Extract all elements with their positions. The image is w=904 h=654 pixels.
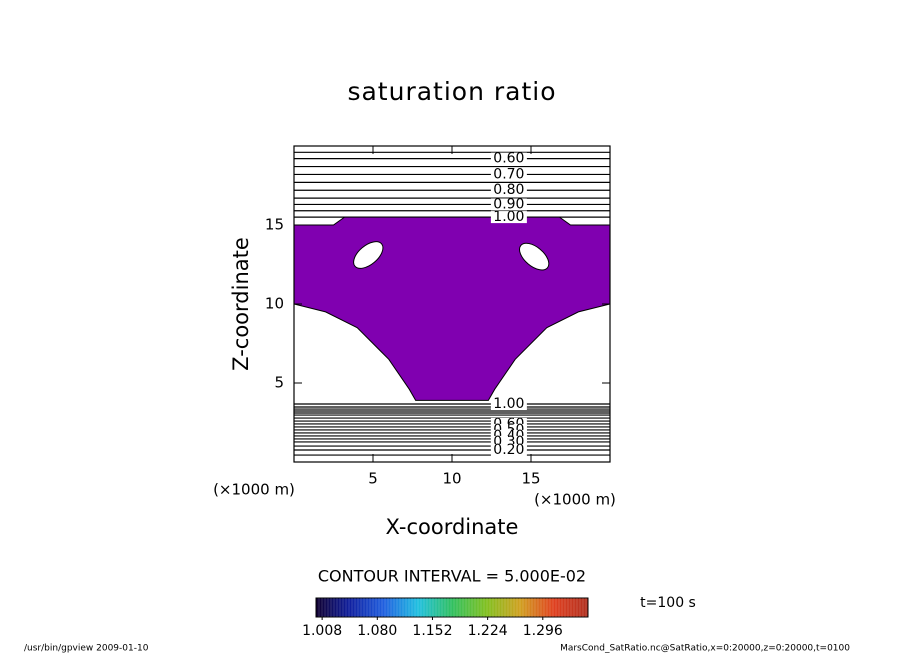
colorbar-tick-label: 1.152 bbox=[412, 623, 452, 639]
colorbar-tick-label: 1.224 bbox=[468, 623, 508, 639]
x-axis-unit: (×1000 m) bbox=[534, 491, 616, 509]
contour-label: 0.90 bbox=[493, 196, 524, 212]
contour-label-bg bbox=[490, 211, 527, 224]
footer-right: MarsCond_SatRatio.nc@SatRatio,x=0:20000,… bbox=[560, 644, 850, 654]
contour-interval: CONTOUR INTERVAL = 5.000E-02 bbox=[318, 567, 586, 586]
colorbar bbox=[315, 597, 589, 618]
colorbar-tick-label: 1.008 bbox=[302, 623, 342, 639]
contour-label-bg bbox=[490, 184, 527, 197]
contour-label: 0.20 bbox=[493, 442, 524, 458]
contour-label-bg bbox=[490, 398, 527, 411]
colorbar-tick-label: 1.080 bbox=[357, 623, 397, 639]
region-hole bbox=[353, 241, 384, 269]
contour-label-bg bbox=[490, 168, 527, 181]
colorbar-tick-label: 1.296 bbox=[523, 623, 563, 639]
y-tick-label: 5 bbox=[274, 374, 284, 392]
x-tick-label: 10 bbox=[442, 470, 461, 488]
time-label: t=100 s bbox=[640, 595, 696, 611]
x-axis-label: X-coordinate bbox=[386, 515, 519, 539]
y-axis-label: Z-coordinate bbox=[229, 237, 253, 371]
footer-left: /usr/bin/gpview 2009-01-10 bbox=[24, 644, 149, 654]
contour-label: 0.80 bbox=[493, 182, 524, 198]
x-tick-label: 15 bbox=[521, 470, 540, 488]
chart-title: saturation ratio bbox=[347, 77, 556, 106]
contour-label: 0.60 bbox=[493, 151, 524, 167]
contour-label: 1.00 bbox=[493, 209, 524, 225]
contour-label-bg bbox=[490, 198, 527, 211]
y-tick-label: 10 bbox=[265, 295, 284, 313]
contour-label: 0.70 bbox=[493, 166, 524, 182]
y-tick-label: 15 bbox=[265, 216, 284, 234]
contour-label-bg bbox=[490, 443, 527, 456]
region-hole bbox=[519, 242, 550, 271]
contour-label-bg bbox=[490, 152, 527, 165]
contour-label: 1.00 bbox=[493, 396, 524, 412]
y-axis-unit: (×1000 m) bbox=[213, 481, 295, 499]
x-tick-label: 5 bbox=[368, 470, 378, 488]
